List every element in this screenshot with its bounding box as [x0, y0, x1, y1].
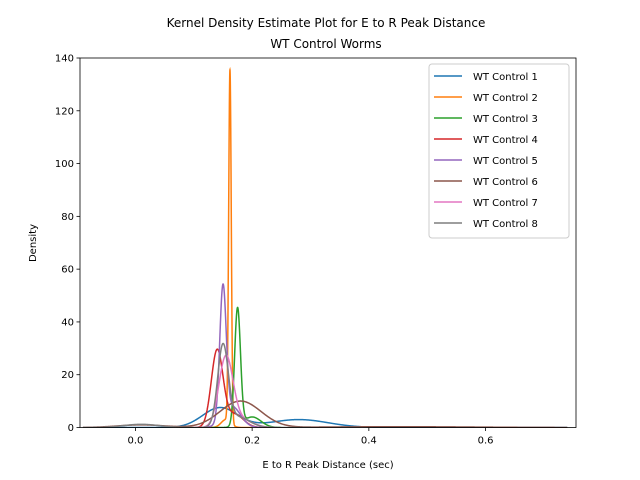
legend-entry: WT Control 3	[473, 114, 538, 125]
legend-entry: WT Control 2	[473, 93, 538, 104]
x-tick-label: 0.4	[361, 436, 377, 447]
x-tick-label: 0.6	[478, 436, 494, 447]
y-tick-label: 40	[61, 317, 74, 328]
legend-entry: WT Control 1	[473, 72, 538, 83]
legend-entry: WT Control 5	[473, 156, 538, 167]
x-axis-label: E to R Peak Distance (sec)	[262, 460, 393, 471]
chart-title-line2: WT Control Worms	[270, 37, 381, 51]
legend-entry: WT Control 4	[473, 135, 538, 146]
legend-entry: WT Control 6	[473, 177, 538, 188]
y-tick-label: 120	[55, 106, 74, 117]
plot-area	[79, 57, 577, 428]
legend-box	[428, 63, 570, 239]
chart-title-line1: Kernel Density Estimate Plot for E to R …	[167, 16, 486, 30]
x-tick-label: 0.2	[244, 436, 260, 447]
y-axis: 0 20 40 60 80 100 120 140	[55, 54, 80, 434]
y-tick-label: 0	[68, 423, 74, 434]
y-tick-label: 20	[61, 370, 74, 381]
y-tick-label: 140	[55, 54, 74, 65]
x-tick-label: 0.0	[127, 436, 143, 447]
x-axis: 0.0 0.2 0.4 0.6	[127, 427, 494, 447]
y-tick-label: 80	[61, 212, 74, 223]
y-tick-label: 60	[61, 265, 74, 276]
y-tick-label: 100	[55, 159, 74, 170]
plot-frame	[79, 57, 577, 428]
y-axis-label: Density	[28, 224, 39, 262]
legend-entry: WT Control 7	[473, 198, 538, 209]
legend: WT Control 1 WT Control 2 WT Control 3 WT C…	[428, 63, 570, 239]
legend-entry: WT Control 8	[473, 219, 538, 230]
